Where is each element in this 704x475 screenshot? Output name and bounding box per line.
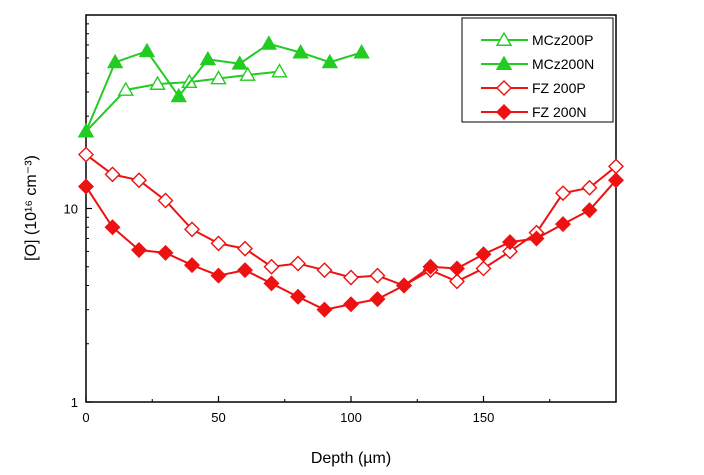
data-point (170, 87, 187, 103)
data-point (181, 73, 198, 89)
data-point (581, 179, 598, 196)
legend-label: MCz200P (532, 32, 593, 48)
legend: MCz200P MCz200N FZ 200P FZ 200N (461, 17, 614, 123)
data-point (138, 42, 156, 58)
legend-box (461, 17, 614, 123)
data-point (237, 262, 253, 279)
data-point (343, 269, 359, 286)
data-point (608, 172, 624, 189)
data-point (184, 257, 200, 274)
data-point (449, 273, 465, 290)
series-fz-200n (78, 172, 624, 318)
axis-ticks: 0 50 100 150 1 10 (64, 23, 551, 425)
data-point (353, 44, 370, 59)
y-axis-title: [O] (10¹⁶ cm⁻³) (23, 155, 40, 261)
data-point (502, 243, 518, 260)
data-point (237, 240, 253, 257)
x-tick-label: 100 (340, 410, 362, 425)
data-point (369, 291, 386, 308)
y-tick-label: 1 (71, 395, 78, 410)
data-point (343, 296, 359, 313)
data-point (78, 178, 94, 195)
data-point (502, 234, 518, 251)
data-point (292, 44, 309, 59)
data-point (210, 267, 227, 284)
data-point (210, 235, 227, 252)
data-point (263, 258, 280, 275)
data-point (78, 146, 94, 163)
x-axis-title: Depth (µm) (311, 450, 391, 467)
legend-marker (495, 55, 513, 70)
data-point (149, 75, 166, 90)
series-line-fz-200p (85, 153, 617, 287)
data-point (131, 172, 147, 189)
data-point (449, 260, 465, 277)
data-point (555, 216, 571, 233)
x-tick-label: 50 (211, 410, 225, 425)
data-point (271, 63, 288, 78)
data-point (157, 192, 174, 209)
data-point (184, 221, 200, 238)
data-point (369, 267, 386, 284)
x-tick-label: 150 (473, 410, 495, 425)
legend-label: FZ 200P (532, 80, 586, 96)
data-point (239, 66, 256, 81)
data-point (231, 55, 248, 70)
legend-item: FZ 200N (481, 104, 586, 120)
legend-item: FZ 200P (481, 80, 586, 96)
legend-label: FZ 200N (532, 104, 586, 120)
legend-marker (495, 31, 513, 46)
data-point (106, 53, 124, 69)
data-point (321, 53, 339, 69)
data-point (475, 246, 492, 263)
data-point (528, 230, 545, 247)
data-point (316, 301, 333, 318)
data-point (316, 262, 333, 279)
data-point (157, 244, 174, 261)
data-point (263, 275, 280, 292)
series-fz-200p (78, 146, 624, 294)
data-point (555, 185, 571, 202)
data-point (117, 81, 134, 96)
data-point (475, 260, 492, 277)
legend-label: MCz200N (532, 56, 594, 72)
series-line-mcz200n (85, 42, 362, 132)
series-mcz200n (77, 35, 370, 138)
x-tick-label: 0 (82, 410, 89, 425)
data-point (104, 166, 121, 183)
legend-item: MCz200N (481, 55, 594, 72)
data-point (210, 70, 227, 85)
data-point (422, 258, 439, 275)
legend-marker (496, 104, 512, 120)
data-point (131, 242, 147, 259)
data-point (104, 219, 121, 236)
data-point (396, 277, 412, 294)
data-point (290, 288, 306, 305)
data-point (260, 35, 278, 50)
data-point (77, 123, 95, 138)
data-point (290, 255, 306, 272)
data-point (581, 202, 598, 219)
data-point (199, 50, 217, 66)
legend-marker (496, 80, 512, 96)
series-group (77, 35, 624, 318)
y-tick-label: 10 (64, 202, 78, 217)
legend-item: MCz200P (481, 31, 593, 48)
